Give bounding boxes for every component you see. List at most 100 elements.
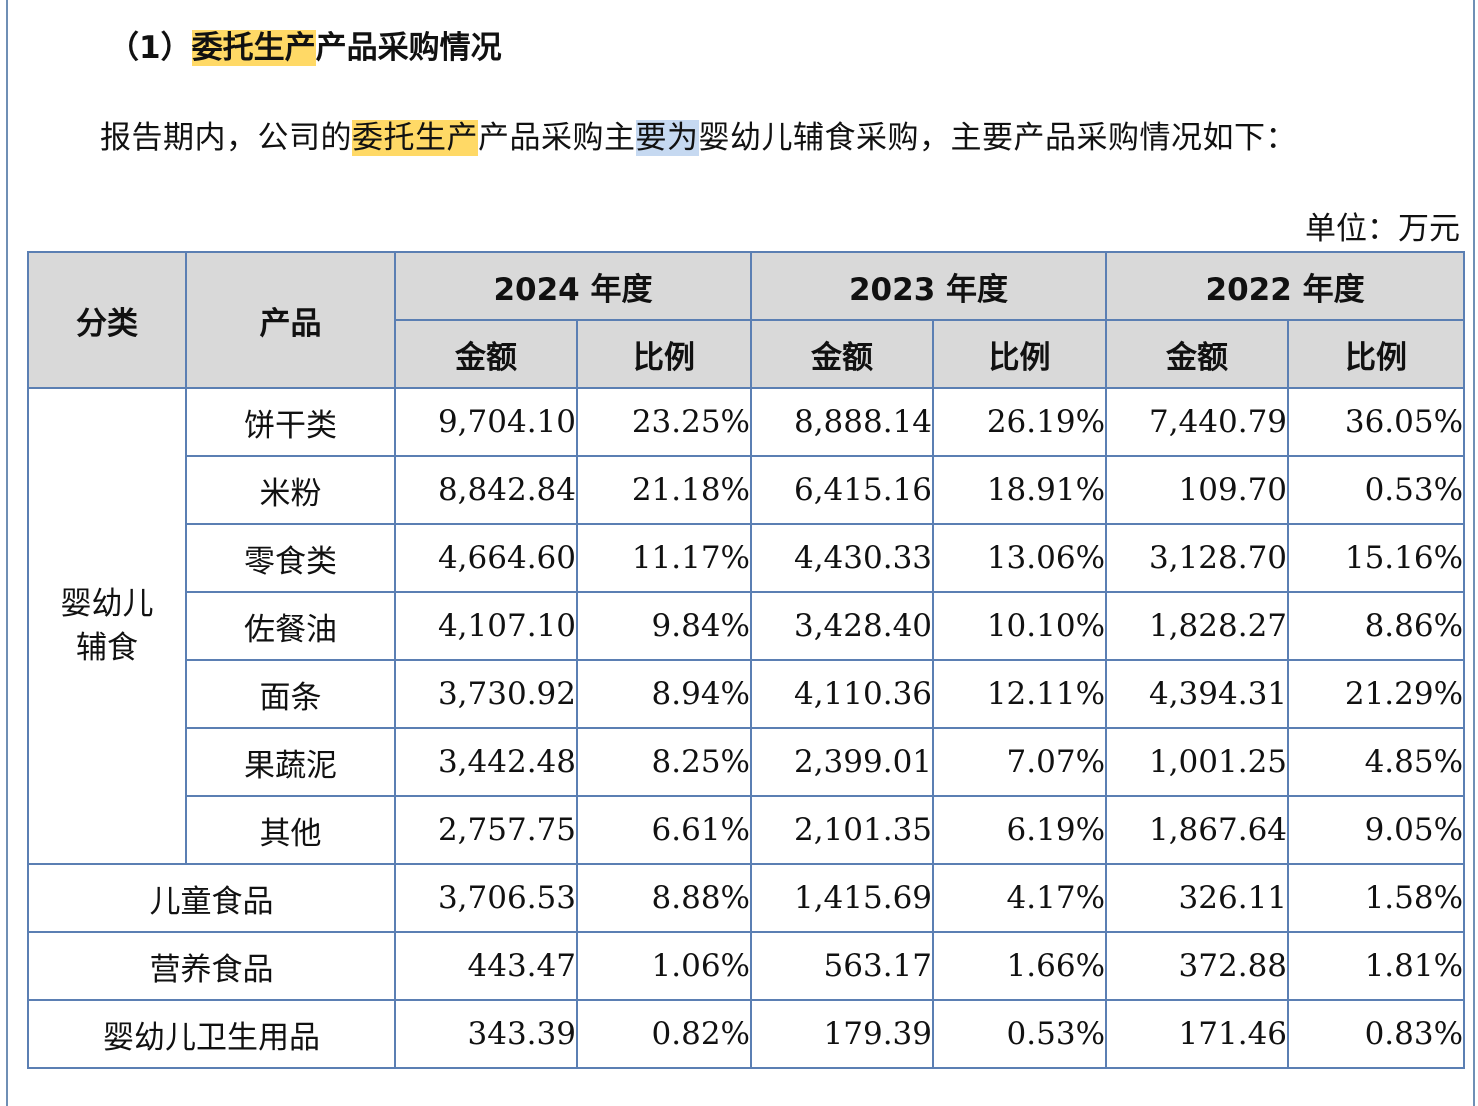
amount-cell: 6,415.16 [750,455,935,525]
product-cell: 面条 [185,659,396,729]
product-cell: 其他 [185,795,396,865]
ratio-cell: 7.07% [932,727,1108,797]
product-cell: 果蔬泥 [185,727,396,797]
amount-cell: 171.46 [1105,999,1290,1069]
category-cell: 儿童食品 [27,863,396,933]
para-highlight-2: 要为 [635,120,699,156]
heading-highlight: 委托生产 [191,30,316,66]
product-cell: 饼干类 [185,387,396,457]
ratio-cell: 0.82% [575,999,753,1069]
category-cell: 营养食品 [27,931,396,1001]
amount-cell: 1,415.69 [750,863,935,933]
heading-suffix: 产品采购情况 [315,30,502,66]
ratio-cell: 26.19% [932,387,1108,457]
page-border-right [1473,0,1475,1106]
ratio-cell: 1.66% [932,931,1108,1001]
header-year-2023: 2023 年度 [750,251,1108,321]
ratio-cell: 0.53% [932,999,1108,1069]
amount-cell: 3,428.40 [750,591,935,661]
amount-cell: 1,001.25 [1105,727,1290,797]
para-text-1: 报告期内，公司的 [100,120,352,156]
ratio-cell: 0.53% [1287,455,1466,525]
ratio-cell: 4.85% [1287,727,1466,797]
ratio-cell: 1.81% [1287,931,1466,1001]
para-highlight-1: 委托生产 [352,120,478,156]
table-row: 婴幼儿卫生用品 343.39 0.82% 179.39 0.53% 171.46 0.83% [27,999,1466,1069]
category-cell: 婴幼儿 辅食 [27,387,187,865]
amount-cell: 1,828.27 [1105,591,1290,661]
ratio-cell: 1.06% [575,931,753,1001]
ratio-cell: 8.88% [575,863,753,933]
heading-prefix: （1） [108,30,192,66]
amount-cell: 9,704.10 [394,387,578,457]
ratio-cell: 21.29% [1287,659,1466,729]
table-row: 米粉 8,842.84 21.18% 6,415.16 18.91% 109.70 0.53… [28,455,1466,525]
table-row: 面条 3,730.92 8.94% 4,110.36 12.11% 4,394.31 21.… [28,659,1466,729]
amount-cell: 2,399.01 [750,727,935,797]
table-row: 佐餐油 4,107.10 9.84% 3,428.40 10.10% 1,828.27 8.… [28,591,1466,661]
ratio-cell: 12.11% [932,659,1108,729]
amount-cell: 4,664.60 [394,523,578,593]
para-text-2: 产品采购主 [478,120,636,156]
amount-cell: 4,107.10 [394,591,578,661]
amount-cell: 4,110.36 [750,659,935,729]
amount-cell: 4,394.31 [1105,659,1290,729]
ratio-cell: 8.94% [575,659,753,729]
header-year-2022: 2022 年度 [1105,251,1466,321]
header-ratio: 比例 [932,319,1108,389]
amount-cell: 4,430.33 [750,523,935,593]
ratio-cell: 6.61% [575,795,753,865]
ratio-cell: 36.05% [1287,387,1466,457]
product-cell: 米粉 [185,455,396,525]
amount-cell: 3,730.92 [394,659,578,729]
ratio-cell: 4.17% [932,863,1108,933]
table-row: 果蔬泥 3,442.48 8.25% 2,399.01 7.07% 1,001.25 4.8… [28,727,1466,797]
amount-cell: 443.47 [394,931,578,1001]
amount-cell: 2,757.75 [394,795,578,865]
amount-cell: 1,867.64 [1105,795,1290,865]
section-heading: （1）委托生产产品采购情况 [108,22,502,67]
header-amount: 金额 [750,319,935,389]
ratio-cell: 21.18% [575,455,753,525]
header-product: 产品 [185,251,396,389]
category-cell: 婴幼儿卫生用品 [27,999,396,1069]
product-cell: 零食类 [185,523,396,593]
procurement-table: 分类 产品 2024 年度 2023 年度 2022 年度 金额 比例 金额 比… [27,251,1466,1069]
table-row: 营养食品 443.47 1.06% 563.17 1.66% 372.88 1.81% [27,931,1466,1001]
ratio-cell: 8.25% [575,727,753,797]
ratio-cell: 15.16% [1287,523,1466,593]
ratio-cell: 13.06% [932,523,1108,593]
ratio-cell: 10.10% [932,591,1108,661]
ratio-cell: 9.84% [575,591,753,661]
header-amount: 金额 [1105,319,1290,389]
amount-cell: 326.11 [1105,863,1290,933]
amount-cell: 3,128.70 [1105,523,1290,593]
ratio-cell: 1.58% [1287,863,1466,933]
product-cell: 佐餐油 [185,591,396,661]
ratio-cell: 18.91% [932,455,1108,525]
amount-cell: 372.88 [1105,931,1290,1001]
amount-cell: 2,101.35 [750,795,935,865]
ratio-cell: 0.83% [1287,999,1466,1069]
amount-cell: 343.39 [394,999,578,1069]
amount-cell: 109.70 [1105,455,1290,525]
ratio-cell: 6.19% [932,795,1108,865]
ratio-cell: 9.05% [1287,795,1466,865]
header-year-2024: 2024 年度 [393,251,753,321]
page-border-left [6,0,8,1106]
ratio-cell: 23.25% [575,387,753,457]
ratio-cell: 8.86% [1287,591,1466,661]
table-row: 儿童食品 3,706.53 8.88% 1,415.69 4.17% 326.11 1.58… [27,863,1466,933]
header-ratio: 比例 [575,319,753,389]
table-row: 零食类 4,664.60 11.17% 4,430.33 13.06% 3,128.70 1… [28,523,1466,593]
intro-paragraph: 报告期内，公司的委托生产产品采购主要为婴幼儿辅食采购，主要产品采购情况如下： [100,112,1297,157]
header-ratio: 比例 [1287,319,1466,389]
header-amount: 金额 [394,319,578,389]
amount-cell: 3,706.53 [394,863,578,933]
para-text-3: 婴幼儿辅食采购，主要产品采购情况如下： [698,120,1297,156]
amount-cell: 8,842.84 [394,455,578,525]
amount-cell: 8,888.14 [750,387,935,457]
table-row: 其他 2,757.75 6.61% 2,101.35 6.19% 1,867.64 9.05… [28,795,1466,865]
table-row: 婴幼儿 辅食 饼干类 9,704.10 23.25% 8,888.14 26.19% 7,44… [27,387,1466,865]
amount-cell: 3,442.48 [394,727,578,797]
